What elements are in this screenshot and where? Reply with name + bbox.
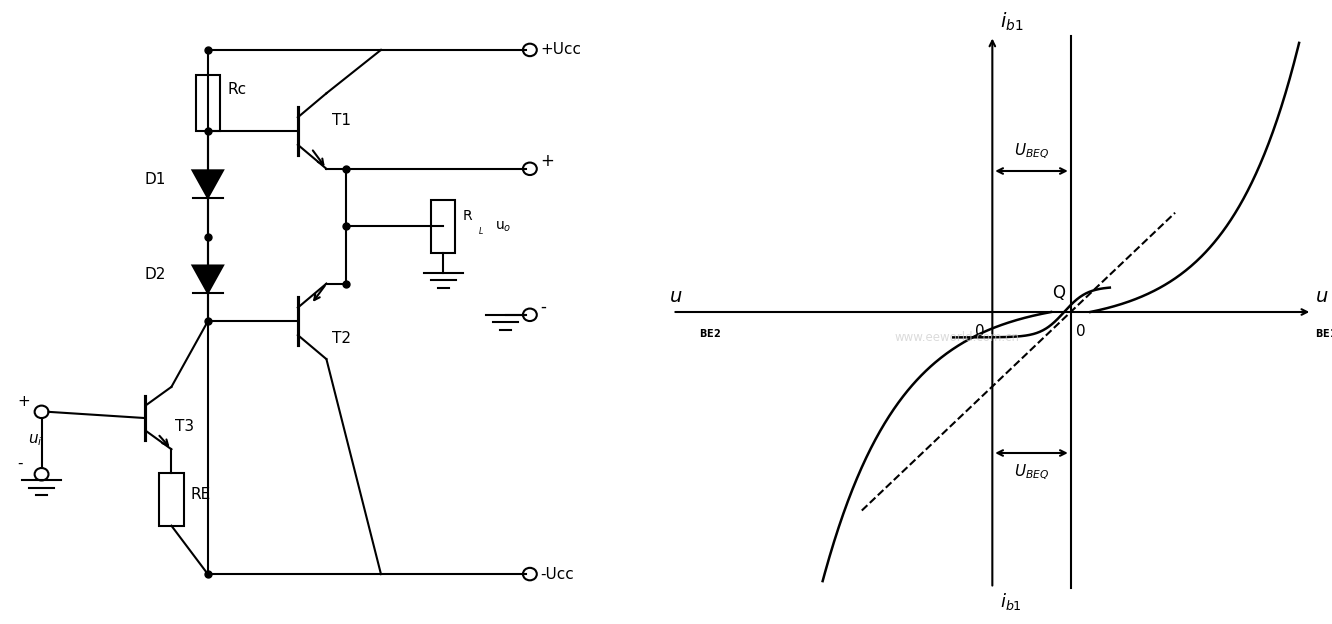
Text: $_{\bf{BE2}}$: $_{\bf{BE2}}$ bbox=[698, 326, 721, 340]
Text: -: - bbox=[17, 456, 23, 471]
Bar bbox=[160, 473, 184, 525]
Text: u$_o$: u$_o$ bbox=[496, 219, 511, 234]
Polygon shape bbox=[193, 170, 222, 198]
Text: T3: T3 bbox=[174, 419, 194, 434]
Text: www.eeworld.com.cn: www.eeworld.com.cn bbox=[895, 331, 1019, 344]
Text: +: + bbox=[541, 152, 554, 170]
Text: T2: T2 bbox=[332, 331, 350, 346]
Text: Rc: Rc bbox=[228, 82, 246, 97]
Text: 0: 0 bbox=[975, 324, 984, 339]
Text: 0: 0 bbox=[1076, 324, 1086, 339]
Text: +: + bbox=[17, 394, 31, 409]
Text: $u$: $u$ bbox=[1316, 288, 1329, 306]
Text: $u_i$: $u_i$ bbox=[28, 432, 43, 448]
Text: T1: T1 bbox=[332, 113, 350, 128]
Text: D1: D1 bbox=[145, 172, 166, 187]
Text: R: R bbox=[462, 209, 473, 223]
Text: -Ucc: -Ucc bbox=[541, 567, 574, 582]
Text: +Ucc: +Ucc bbox=[541, 42, 581, 57]
Text: D2: D2 bbox=[145, 267, 166, 282]
Text: $U_{BEQ}$: $U_{BEQ}$ bbox=[1014, 142, 1050, 161]
Text: $_L$: $_L$ bbox=[478, 225, 484, 238]
Text: $i_{b1}$: $i_{b1}$ bbox=[1000, 591, 1022, 612]
Polygon shape bbox=[193, 265, 222, 293]
Text: $i_{b1}$: $i_{b1}$ bbox=[1000, 11, 1023, 33]
Text: RE: RE bbox=[190, 487, 210, 502]
Bar bbox=[196, 75, 220, 131]
Text: $_{\bf{BE1}}$: $_{\bf{BE1}}$ bbox=[1316, 326, 1332, 340]
Text: Q: Q bbox=[1052, 284, 1066, 302]
Text: $u$: $u$ bbox=[669, 288, 683, 306]
Text: -: - bbox=[541, 298, 546, 316]
Text: $U_{BEQ}$: $U_{BEQ}$ bbox=[1014, 463, 1050, 482]
Bar bbox=[432, 200, 456, 253]
